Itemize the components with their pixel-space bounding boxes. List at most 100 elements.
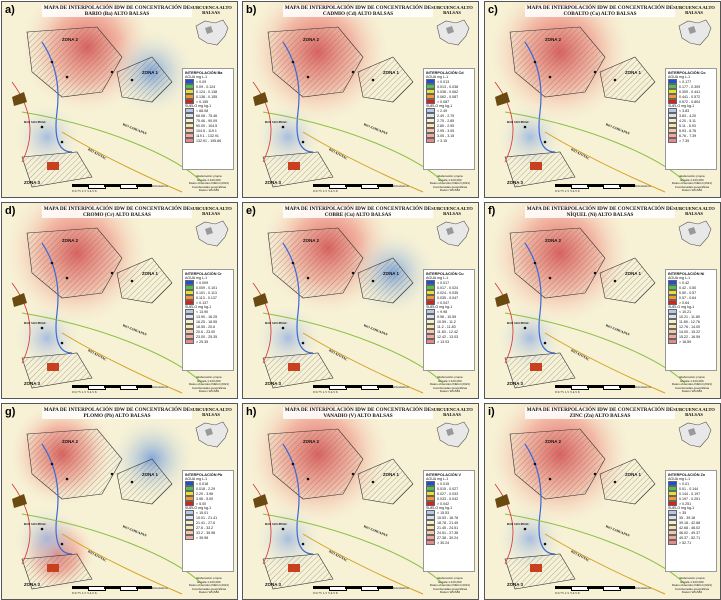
legend-swatch: [426, 94, 435, 100]
legend-item: 2.85 - 2.95: [426, 123, 472, 129]
map-note: Datum WGS84: [681, 389, 703, 394]
legend-item: 16.25 - 18.55: [185, 319, 231, 325]
zone-label: ZONA 3: [265, 180, 281, 185]
legend-swatch: [668, 285, 677, 291]
legend-swatch: [185, 295, 194, 301]
river-label: RIO SOCHIAC: [265, 522, 288, 526]
legend-water-header: AGUA mg L-1: [185, 477, 208, 482]
panel-title: MAPA DE INTERPOLACIÓN IDW DE CONCENTRACI…: [42, 5, 192, 17]
map-note: Coordenadas geográficas: [674, 385, 710, 390]
river-label: RIO SOCHIAC: [507, 120, 530, 124]
map-note: Datos obtenidos INEGI (2021): [429, 181, 471, 186]
legend-item: < 0.015: [426, 481, 472, 487]
zone-label: ZONA 2: [62, 238, 78, 243]
legend-label: > 52.71: [679, 540, 692, 545]
legend-item: < 0.009: [185, 280, 231, 286]
legend-item: > 0.047: [426, 300, 472, 306]
panel-title: MAPA DE INTERPOLACIÓN IDW DE CONCENTRACI…: [283, 5, 433, 17]
legend-label: 0.01 - 0.144: [679, 486, 699, 491]
legend-item: 3.96 - 5.00: [185, 496, 231, 502]
legend-item: 0.309 - 0.441: [668, 89, 714, 95]
legend-label: 9.98 - 10.59: [437, 314, 457, 319]
legend-item: > 7.39: [668, 138, 714, 144]
zone-label: ZONA 1: [142, 271, 158, 276]
legend-label: 39.18 - 42.68: [679, 520, 701, 525]
legend-item: 0.138 - 0.155: [185, 94, 231, 100]
legend-swatch: [185, 339, 194, 345]
legend-title: INTERPOLACIÓN Ba: [185, 71, 223, 75]
legend-swatch: [185, 94, 194, 100]
scale-ticks: 0 0.75 1.5 3 4.5 6: [555, 189, 580, 193]
legend-item: 0.009 - 0.101: [185, 285, 231, 291]
legend-swatch: [668, 535, 677, 541]
legend-item: > 0.087: [426, 99, 472, 105]
legend-item: < 68.08: [185, 108, 231, 114]
legend-item: 39.18 - 42.68: [668, 520, 714, 526]
legend-swatch: [426, 79, 435, 85]
map-note: Coordenadas geográficas: [191, 184, 227, 189]
map-note: Elaboración propia: [196, 375, 222, 380]
scale-label: Kilometros: [393, 586, 409, 590]
legend: INTERPOLACIÓN Pb AGUA mg L-1 < 0.018 0.018…: [182, 470, 234, 572]
map-note: Coordenadas geográficas: [674, 184, 710, 189]
legend-label: 0.124 - 0.138: [196, 89, 218, 94]
legend-item: < 0.42: [668, 280, 714, 286]
legend-label: < 9.98: [437, 309, 448, 314]
scale-bar: [313, 384, 393, 390]
legend-water-header: AGUA mg L-1: [426, 75, 449, 80]
panel-title: MAPA DE INTERPOLACIÓN IDW DE CONCENTRACI…: [525, 407, 675, 419]
map-notes: Elaboración propia Escala 1:120,000 Datos …: [426, 576, 474, 595]
legend-item: 10.59 - 11.2: [426, 319, 472, 325]
legend-swatch: [668, 525, 677, 531]
legend-item: > 16.59: [668, 339, 714, 345]
legend-label: > 0.047: [437, 300, 450, 305]
legend-swatch: [668, 540, 677, 546]
legend-swatch: [426, 329, 435, 335]
legend-item: 2.49 - 2.75: [426, 113, 472, 119]
legend: INTERPOLACIÓN Ba AGUA mg L-1 < 0.09 0.09 -…: [182, 68, 234, 170]
legend-label: 11.83 - 12.42: [437, 329, 458, 334]
legend-item: 0.062 - 0.087: [426, 94, 472, 100]
legend-item: > 3.15: [426, 138, 472, 144]
legend-label: 13.90 - 16.25: [196, 314, 218, 319]
legend-label: < 15.01: [196, 510, 209, 515]
legend-item: 2.95 - 3.05: [426, 128, 472, 134]
legend-label: 46.02 - 49.37: [679, 530, 701, 535]
map-panel: c) MAPA DE INTERPOLACIÓN IDW DE CONCENTR…: [484, 1, 721, 198]
legend-swatch: [426, 319, 435, 325]
legend-swatch: [185, 491, 194, 497]
legend-swatch: [185, 118, 194, 124]
legend-swatch: [668, 99, 677, 105]
legend-swatch: [185, 334, 194, 340]
locator-map-icon: [193, 420, 231, 450]
legend-label: 0.038 - 0.062: [437, 89, 459, 94]
legend-swatch: [426, 113, 435, 119]
legend-swatch: [185, 314, 194, 320]
map-note: Datum WGS84: [681, 590, 703, 595]
legend-item: > 0.64: [668, 300, 714, 306]
map-note: Coordenadas geográficas: [191, 586, 227, 591]
scale-bar: [313, 585, 393, 591]
legend-label: 15.01 - 21.41: [196, 515, 218, 520]
legend-item: < 35: [668, 510, 714, 516]
map-note: Elaboración propia: [196, 576, 222, 581]
legend-swatch: [668, 138, 677, 144]
legend-label: 21.41 - 27.6: [196, 520, 216, 525]
legend-item: 2.29 - 3.96: [185, 491, 231, 497]
legend-item: 0.035 - 0.047: [426, 295, 472, 301]
subregion-label: SUBCUENCA ALTO BALSAS: [431, 5, 473, 16]
panel-letter: c): [488, 4, 498, 16]
map-note: Escala 1:120,000: [680, 378, 704, 383]
zone-label: ZONA 1: [625, 271, 641, 276]
panel-letter: f): [488, 205, 496, 217]
legend-item: 0.124 - 0.138: [185, 89, 231, 95]
legend-label: > 0.64: [679, 300, 690, 305]
river-label: RIO SOCHIAC: [507, 321, 530, 325]
legend-soil-header: SUELO mg kg-1: [426, 104, 453, 109]
legend-label: 2.95 - 3.05: [437, 128, 455, 133]
legend-title: INTERPOLACIÓN Zn: [668, 473, 706, 477]
legend-item: 5.11 - 5.93: [668, 123, 714, 129]
legend-item: 0.144 - 0.197: [668, 491, 714, 497]
legend-item: 0.177 - 0.309: [668, 84, 714, 90]
panel-title: MAPA DE INTERPOLACIÓN IDW DE CONCENTRACI…: [42, 206, 192, 218]
